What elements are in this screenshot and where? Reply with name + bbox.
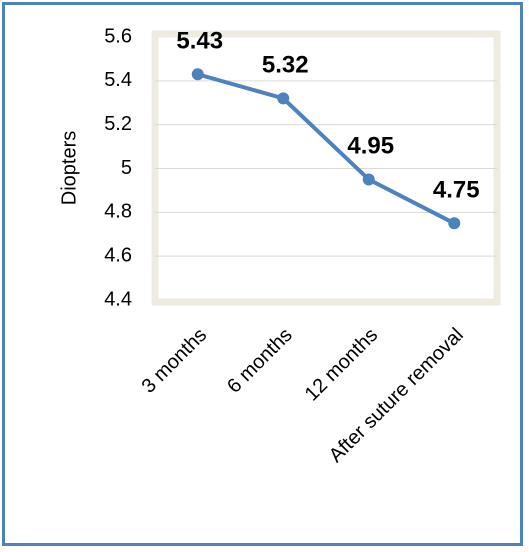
data-label: 4.75 bbox=[433, 176, 480, 203]
data-labels: 5.43 5.32 4.95 4.75 bbox=[176, 27, 479, 203]
data-point bbox=[277, 92, 290, 105]
data-points bbox=[191, 68, 461, 230]
x-tick-label: 3 months bbox=[138, 324, 212, 398]
y-tick-label: 5.2 bbox=[104, 113, 132, 135]
data-point bbox=[362, 173, 375, 186]
y-tick-label: 4.6 bbox=[104, 244, 132, 266]
series-path bbox=[195, 72, 457, 226]
x-tick-label: 12 months bbox=[301, 324, 383, 406]
data-point bbox=[191, 68, 204, 81]
gridlines bbox=[155, 80, 497, 257]
y-tick-label: 4.4 bbox=[104, 288, 132, 310]
y-tick-label: 5 bbox=[121, 157, 132, 179]
y-axis-ticks: 5.6 5.4 5.2 5 4.8 4.6 4.4 bbox=[104, 25, 132, 310]
series-line bbox=[195, 72, 457, 226]
y-tick-label: 4.8 bbox=[104, 201, 132, 223]
y-tick-label: 5.6 bbox=[104, 25, 132, 47]
data-point bbox=[448, 217, 461, 230]
data-label: 5.32 bbox=[262, 51, 309, 78]
data-label: 5.43 bbox=[176, 27, 223, 54]
x-tick-label: 6 months bbox=[223, 324, 297, 398]
y-tick-label: 5.4 bbox=[104, 69, 132, 91]
y-axis-label: Diopters bbox=[58, 131, 80, 205]
data-label: 4.95 bbox=[347, 132, 394, 159]
